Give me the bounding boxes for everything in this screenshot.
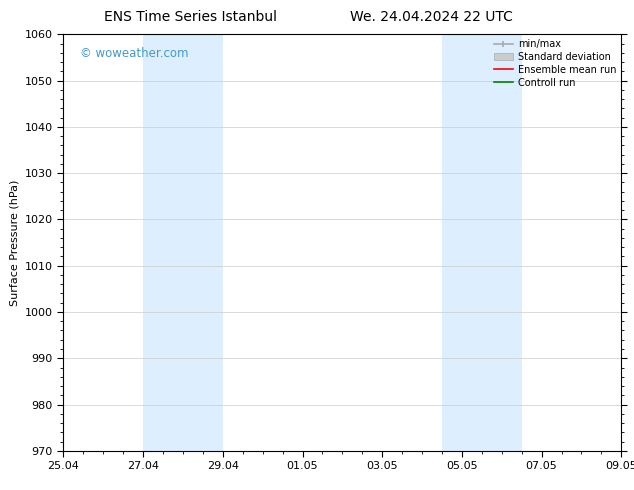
- Legend: min/max, Standard deviation, Ensemble mean run, Controll run: min/max, Standard deviation, Ensemble me…: [494, 39, 616, 88]
- Text: © woweather.com: © woweather.com: [80, 47, 189, 60]
- Y-axis label: Surface Pressure (hPa): Surface Pressure (hPa): [10, 179, 19, 306]
- Bar: [442, 34, 522, 451]
- Bar: [143, 34, 223, 451]
- Text: ENS Time Series Istanbul: ENS Time Series Istanbul: [104, 10, 276, 24]
- Text: We. 24.04.2024 22 UTC: We. 24.04.2024 22 UTC: [350, 10, 512, 24]
